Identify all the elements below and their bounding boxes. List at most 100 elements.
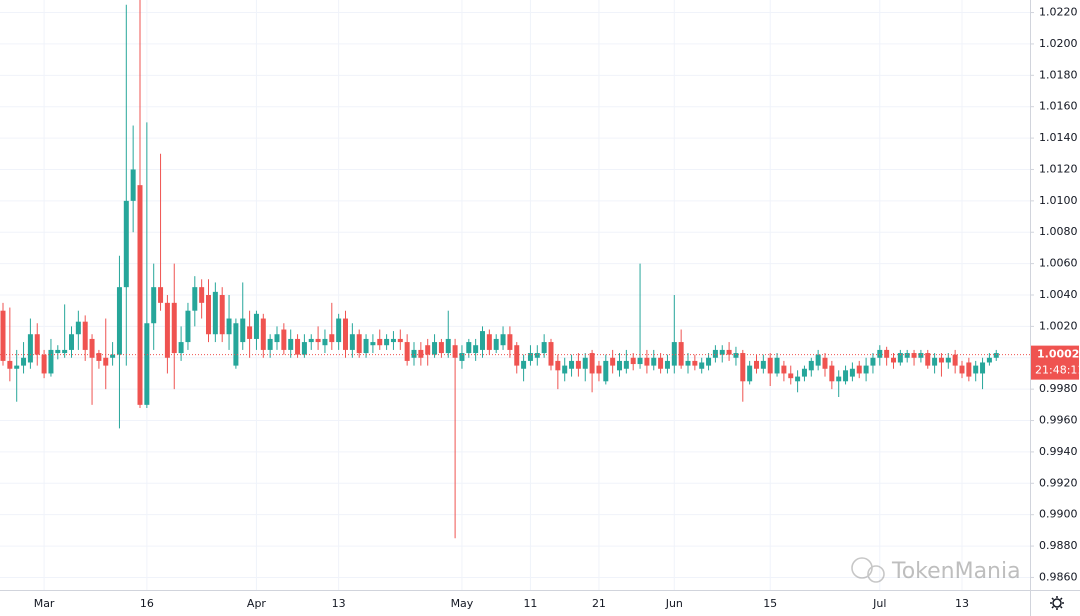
candle-body [315,338,321,343]
candle-body [260,318,266,350]
candle-body [178,342,184,354]
candle-body [356,334,362,354]
y-tick-label: 1.0060 [1039,257,1078,270]
candle-body [493,338,499,350]
candle-body [747,365,753,382]
y-tick-label: 1.0200 [1039,37,1078,50]
candle-body [281,329,287,350]
candle-body [726,349,732,355]
y-tick-label: 1.0220 [1039,6,1078,19]
candle-body [781,365,787,374]
candle-body [856,365,862,374]
last-price-label: 1.0002 [1037,348,1079,361]
candle-body [377,338,383,346]
candle-body [14,365,20,369]
x-tick-label: Jun [665,597,683,610]
candle-body [829,365,835,382]
settings-button[interactable] [1050,596,1064,610]
candle-body [877,349,883,358]
candle-body [219,295,225,335]
candle-body [240,318,246,343]
candle-body [610,357,616,366]
candle-body [952,354,958,366]
candle-body [822,357,828,369]
candle-body [548,342,554,366]
candle-body [500,334,506,346]
countdown-label: 21:48:11 [1035,364,1080,377]
candle-body [569,360,575,369]
candle-body [96,353,102,361]
candle-body [158,287,164,303]
y-tick-label: 1.0140 [1039,131,1078,144]
candle-body [288,338,294,350]
x-tick-label: 15 [763,597,777,610]
candle-body [959,365,965,374]
candle-body [678,342,684,366]
candle-body [582,357,588,369]
candle-body [760,360,766,369]
y-tick-label: 0.9920 [1039,476,1078,489]
y-tick-label: 0.9980 [1039,382,1078,395]
candle-body [301,342,307,355]
y-tick-label: 0.9960 [1039,414,1078,427]
candle-body [185,310,191,343]
candle-body [617,360,622,371]
candle-body [62,349,68,354]
candle-body [89,338,95,358]
candle-body [534,353,540,358]
candle-body [808,360,814,371]
candle-body [699,362,705,369]
candle-body [116,287,122,355]
candle-body [21,357,27,366]
candle-body [343,318,348,350]
y-tick-label: 1.0180 [1039,68,1078,81]
candle-body [137,185,143,405]
y-tick-label: 1.0100 [1039,194,1078,207]
y-tick-label: 0.9880 [1039,539,1078,552]
candle-body [473,345,479,354]
x-tick-label: Mar [34,597,55,610]
candle-body [411,349,417,358]
candle-body [863,365,869,374]
candle-body [110,354,116,358]
candle-body [644,357,650,366]
last-price-box [1031,345,1079,380]
candle-body [904,353,910,358]
candle-body [55,349,61,354]
candle-body [233,323,239,366]
candle-body [253,313,259,339]
candle-body [966,362,972,377]
candle-body [527,353,533,361]
candle-body [390,338,396,343]
candle-body [384,338,390,346]
candle-body [651,357,657,366]
candle-body [322,338,328,346]
y-tick-label: 1.0020 [1039,319,1078,332]
x-tick-label: Apr [247,597,267,610]
candle-body [206,295,211,335]
candle-body [397,338,403,343]
candle-body [144,323,150,405]
grid [0,0,1030,590]
candle-body [870,357,876,366]
candle-body [308,338,314,343]
candle-body [774,357,780,374]
candle-body [986,357,992,363]
candle-body [692,360,698,366]
candle-body [664,360,670,369]
candle-body [911,353,917,358]
candle-body [267,338,273,350]
candle-body [932,357,938,366]
candle-body [623,360,629,369]
candle-body [815,354,821,366]
candle-body [452,345,458,358]
candle-body [630,357,636,365]
candle-body [466,342,472,354]
candle-body [425,345,431,355]
x-tick-label: 21 [592,597,606,610]
candle-body [151,287,157,324]
candle-body [521,360,527,369]
y-tick-label: 1.0080 [1039,225,1078,238]
